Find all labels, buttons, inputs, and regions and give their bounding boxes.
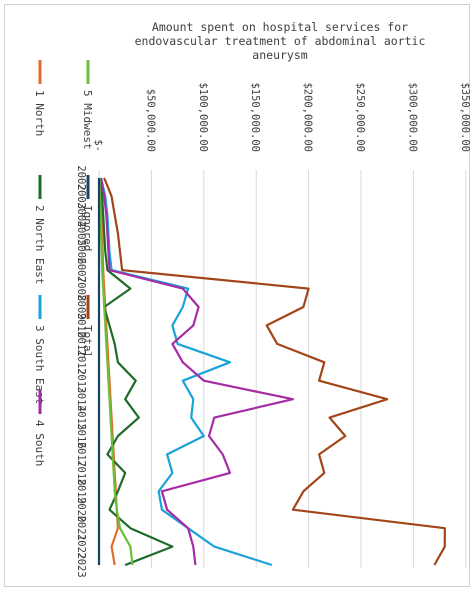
value-tick-label: $350,000.00 [459, 82, 471, 152]
year-tick-label: 2022 [75, 534, 87, 559]
year-tick-label: 2008 [75, 276, 87, 301]
legend-label: 2 North East [33, 205, 46, 284]
value-tick-label: $200,000.00 [302, 82, 314, 152]
year-tick-label: 2015 [75, 405, 87, 430]
year-axis-ticks: 2002200320042005200620072008200920102011… [75, 165, 87, 577]
year-tick-label: 2010 [75, 313, 87, 338]
series-line-total [103, 177, 446, 566]
year-tick-label: 2012 [75, 350, 87, 375]
chart-frame [4, 4, 470, 587]
series-lines [97, 177, 446, 567]
legend-item-5-midwest: 5 Midwest [81, 60, 94, 150]
legend-label: 5 Midwest [81, 90, 94, 150]
value-tick-label: $300,000.00 [406, 82, 418, 152]
year-tick-label: 2014 [75, 387, 87, 412]
year-tick-label: 2021 [75, 516, 87, 541]
value-tick-label: $250,000.00 [354, 82, 366, 152]
chart-title: Amount spent on hospital services for en… [135, 20, 426, 62]
value-tick-label: $50,000.00 [144, 89, 156, 152]
legend-label: Total [81, 325, 94, 358]
chart-title-line-3: aneurysm [252, 48, 307, 62]
year-tick-label: 2005 [75, 221, 87, 246]
series-line-2-north-east [98, 177, 174, 567]
year-tick-label: 2011 [75, 331, 87, 356]
legend-item-total: Total [81, 295, 94, 358]
year-tick-label: 2017 [75, 442, 87, 467]
legend-item-3-south-east: 3 South East [33, 295, 46, 404]
legend-item-4-south: 4 South [33, 390, 46, 466]
year-tick-label: 2002 [75, 165, 87, 190]
chart-title-line-2: endovascular treatment of abdominal aort… [135, 34, 426, 48]
legend-label: Ignored [81, 205, 94, 251]
legend-label: 3 South East [33, 325, 46, 404]
year-tick-label: 2013 [75, 368, 87, 393]
chart-title-line-1: Amount spent on hospital services for [152, 20, 408, 34]
legend-label: 1 North [33, 90, 46, 136]
legend-item-ignored: Ignored [81, 175, 94, 251]
year-tick-label: 2004 [75, 202, 87, 227]
legend-label: 4 South [33, 420, 46, 466]
legend: 1 North 5 Midwest 2 North East Ignored 3 Sou… [33, 60, 94, 466]
series-line-4-south [100, 177, 294, 566]
year-tick-label: 2018 [75, 460, 87, 485]
year-tick-label: 2023 [75, 552, 87, 577]
value-tick-label: $150,000.00 [249, 82, 261, 152]
value-tick-label: $100,000.00 [197, 82, 209, 152]
year-tick-label: 2003 [75, 184, 87, 209]
value-axis-ticks: $- $50,000.00 $100,000.00 $150,000.00 $200,0… [92, 82, 471, 152]
year-tick-label: 2009 [75, 294, 87, 319]
year-tick-label: 2016 [75, 423, 87, 448]
year-tick-label: 2019 [75, 479, 87, 504]
value-tick-label: $- [92, 139, 104, 152]
legend-item-2-north-east: 2 North East [33, 175, 46, 284]
gridlines [98, 170, 467, 568]
year-tick-label: 2007 [75, 258, 87, 283]
year-tick-label: 2006 [75, 239, 87, 264]
series-line-5-midwest [98, 177, 134, 566]
legend-item-1-north: 1 North [33, 60, 46, 136]
year-tick-label: 2020 [75, 497, 87, 522]
